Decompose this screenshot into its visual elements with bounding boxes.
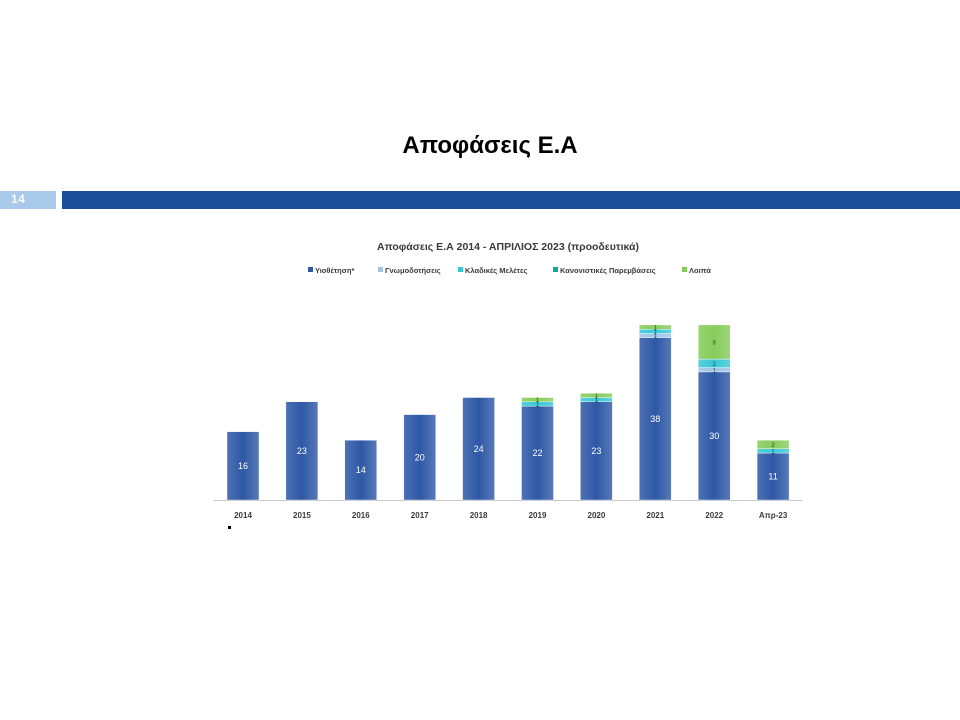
data-label: 8 <box>713 341 717 347</box>
x-tick-label: 2015 <box>293 511 311 520</box>
x-tick-label: 2014 <box>234 511 252 520</box>
data-label: 11 <box>768 472 777 482</box>
data-label: 16 <box>238 461 248 471</box>
data-label: 1 <box>536 398 540 404</box>
legend-swatch <box>458 267 463 272</box>
bar-segment <box>698 324 731 360</box>
data-label: 1 <box>654 330 658 336</box>
legend-swatch <box>553 267 558 272</box>
slide-number: 14 <box>11 192 26 206</box>
bar-segment <box>580 401 613 501</box>
bar-segment <box>285 401 319 501</box>
data-label: 1 <box>713 368 717 374</box>
x-tick-label: 2016 <box>352 511 370 520</box>
slide-number-box <box>0 191 56 209</box>
legend-swatch <box>308 267 313 272</box>
slide-title: Αποφάσεις Ε.Α <box>402 132 578 159</box>
data-label: 2 <box>771 443 775 449</box>
legend-label: Κλαδικές Μελέτες <box>465 266 528 275</box>
data-label: 30 <box>709 431 719 441</box>
data-label: 1 <box>654 326 658 332</box>
x-tick-label: 2022 <box>705 511 723 520</box>
bar-segment <box>698 371 731 501</box>
bar-segment <box>639 337 672 501</box>
x-tick-label: Απρ-23 <box>759 511 788 520</box>
data-label: 1 <box>595 394 599 400</box>
data-label: 1 <box>771 449 775 455</box>
bar-segment <box>639 324 672 330</box>
bar-segment <box>226 431 260 501</box>
footnote-marker <box>228 526 231 529</box>
data-label: 1 <box>654 334 658 340</box>
data-label: 23 <box>297 446 307 456</box>
bar-segment <box>344 440 377 501</box>
data-label: 2 <box>713 362 717 368</box>
x-tick-label: 2017 <box>411 511 429 520</box>
bar-segment <box>462 397 495 501</box>
data-label: 38 <box>650 414 660 424</box>
title-band <box>62 191 960 209</box>
bar-segment <box>580 393 613 398</box>
data-label: 24 <box>474 444 484 454</box>
bar-segment <box>521 397 554 402</box>
x-tick-label: 2018 <box>470 511 488 520</box>
bar-segment <box>521 405 554 501</box>
chart-title: Αποφάσεις Ε.Α 2014 - ΑΠΡΙΛΙΟΣ 2023 (προο… <box>377 241 639 253</box>
data-label: 14 <box>356 465 366 475</box>
data-label: 23 <box>591 446 601 456</box>
x-tick-label: 2020 <box>588 511 606 520</box>
legend-swatch <box>378 267 383 272</box>
data-label: 22 <box>532 448 542 458</box>
bar-segment <box>403 414 436 501</box>
legend-swatch <box>682 267 687 272</box>
data-label: 1 <box>536 402 540 408</box>
legend-label: Κανονιστικές Παρεμβάσεις <box>560 266 656 275</box>
bar-segment <box>756 440 790 449</box>
legend-label: Υιοθέτηση* <box>315 266 354 275</box>
legend-label: Λοιπά <box>689 266 711 275</box>
x-tick-label: 2019 <box>529 511 547 520</box>
data-label: 20 <box>415 452 425 462</box>
x-tick-label: 2021 <box>646 511 664 520</box>
legend-label: Γνωμοδοτήσεις <box>385 266 441 275</box>
data-label: 1 <box>595 398 599 404</box>
